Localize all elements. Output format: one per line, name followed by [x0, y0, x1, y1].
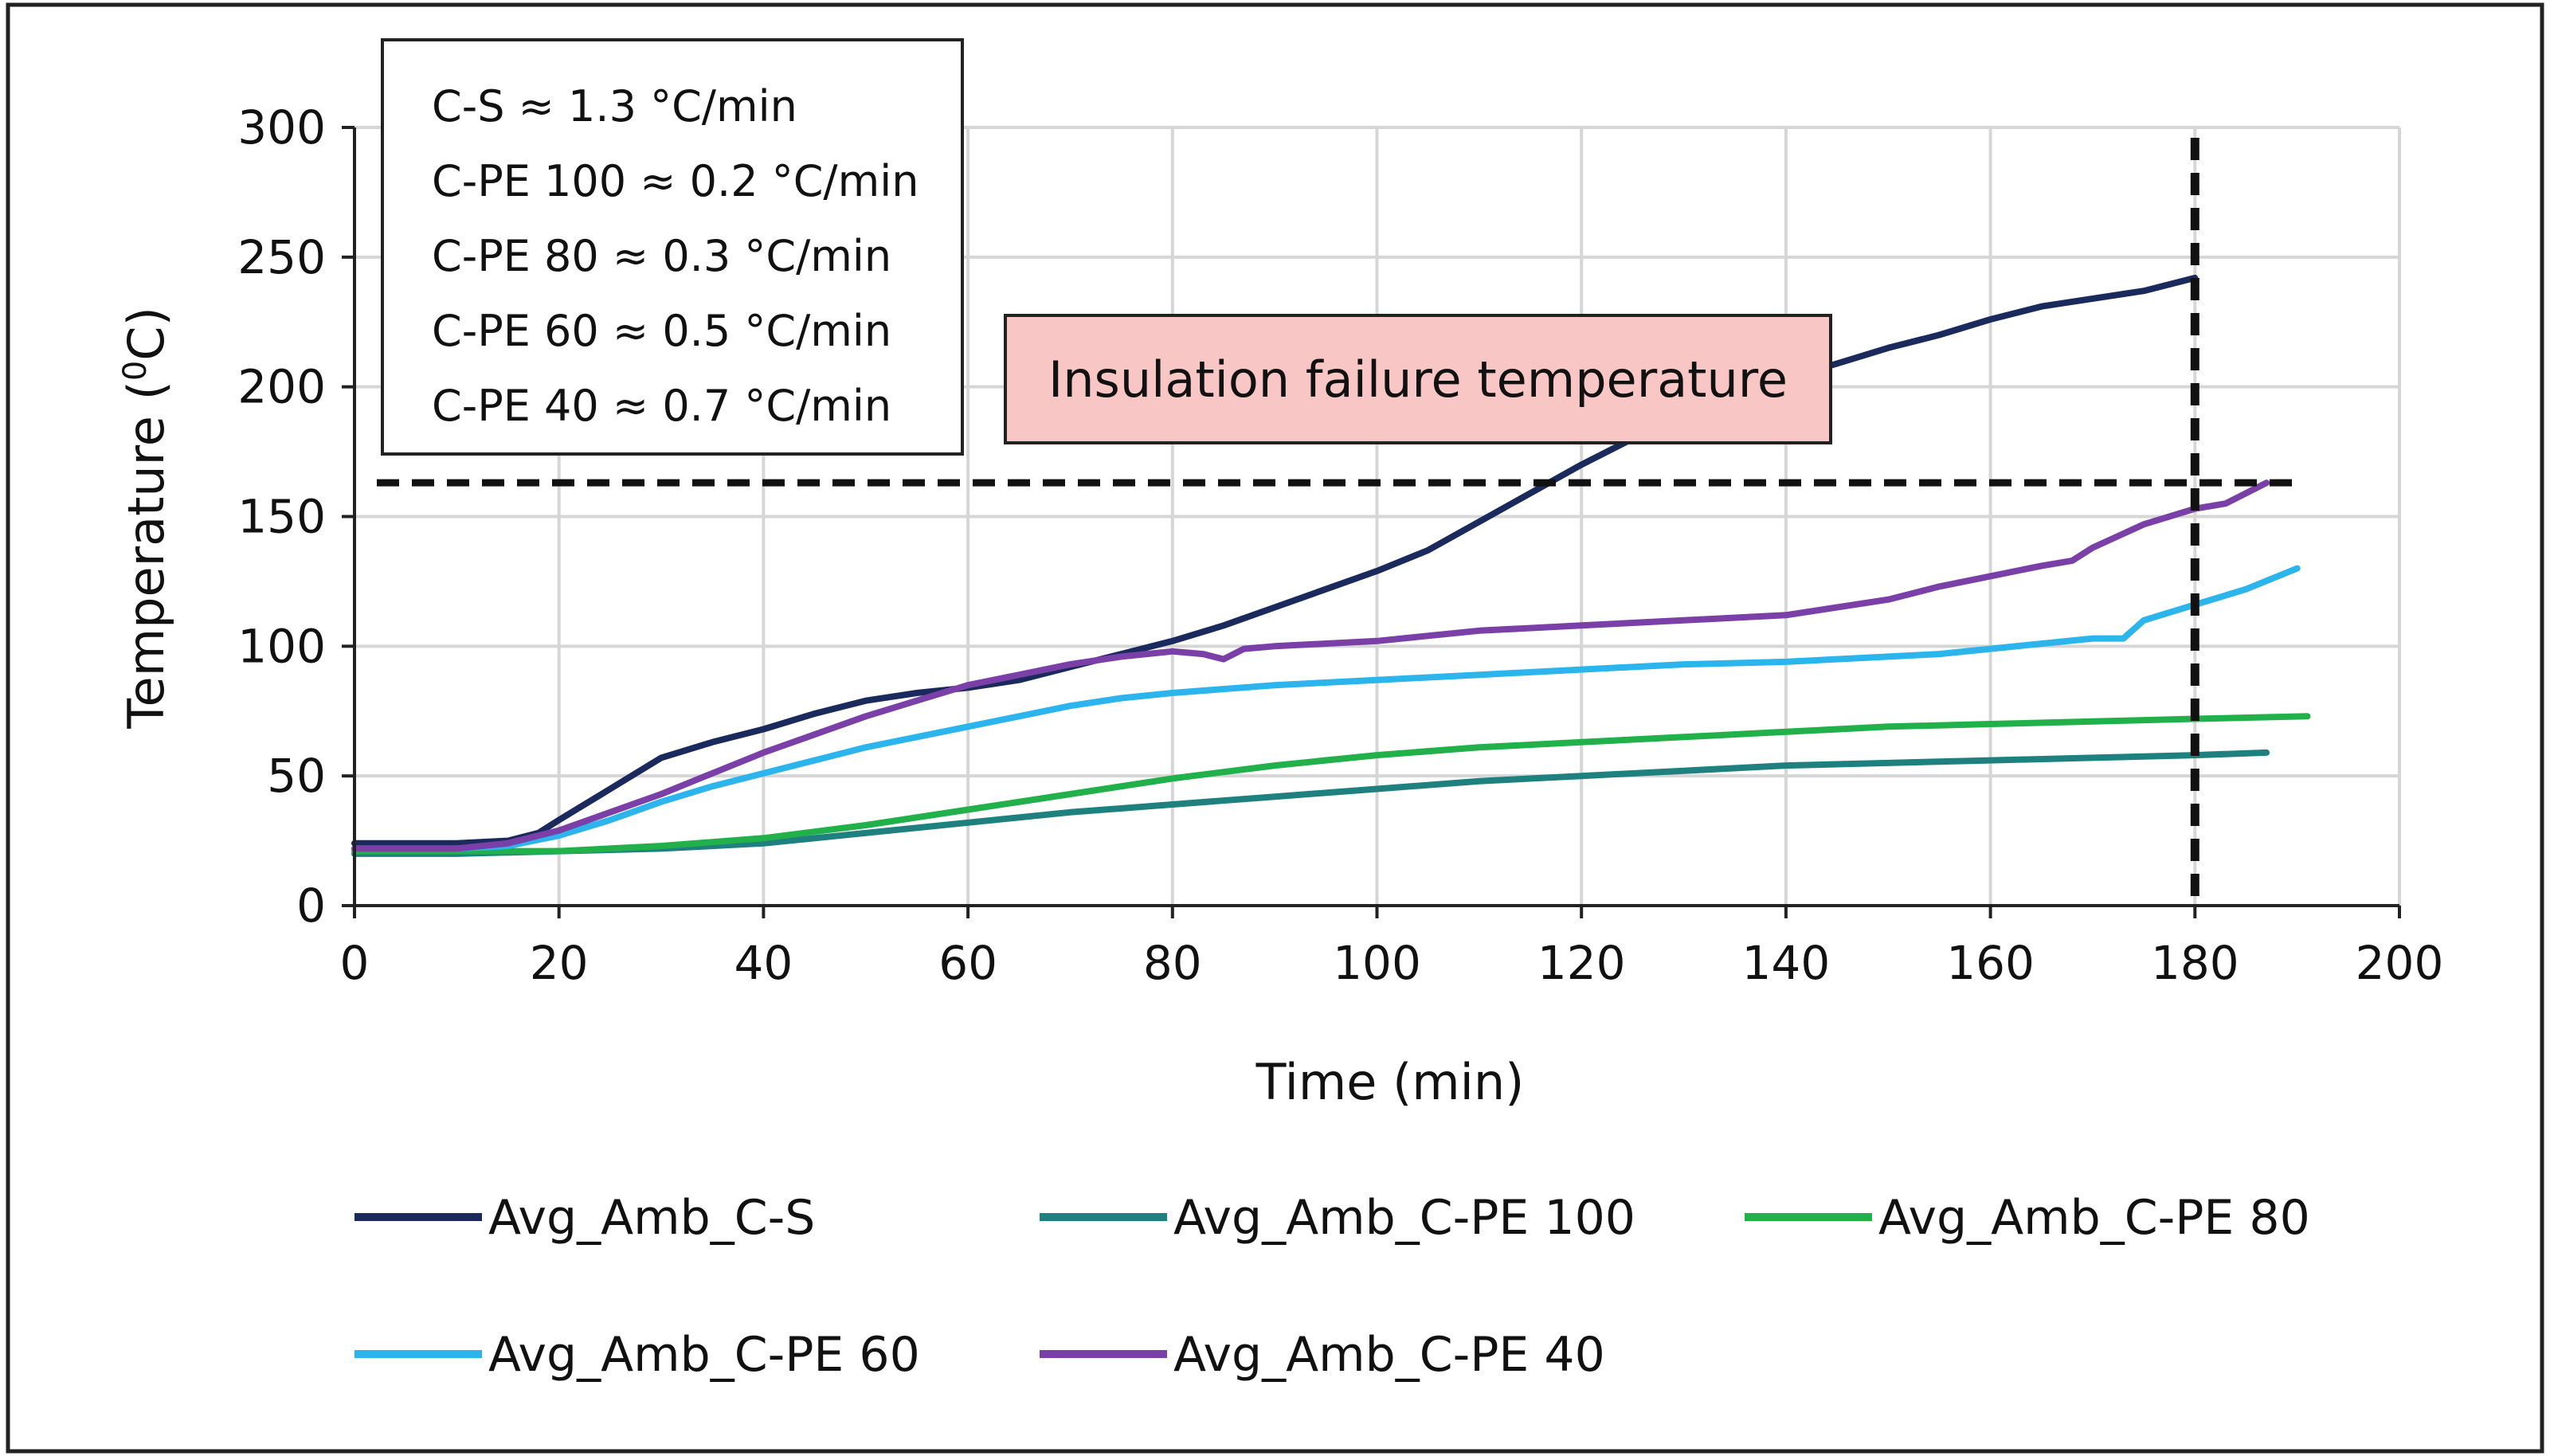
y-tick-label-300: 300: [237, 100, 326, 155]
failure-label-text: Insulation failure temperature: [1048, 350, 1788, 409]
failure-label-box: [1004, 314, 1832, 444]
rates-box-frame: [381, 38, 964, 456]
legend-item-avg-amb-c-s: Avg_Amb_C-S: [354, 1190, 815, 1246]
failure-temperature-annotation: Insulation failure temperature: [1004, 314, 1832, 444]
y-axis-label-suffix: C): [117, 307, 175, 360]
series-line-avg-amb-c-pe-60: [351, 565, 2301, 852]
y-axis-label-main: Temperature (: [117, 381, 175, 730]
x-tick-label-120: 120: [1537, 936, 1626, 990]
legend: Avg_Amb_C-S Avg_Amb_C-PE 100 Avg_Amb_C-PE …: [354, 1190, 2310, 1383]
x-tick-label-140: 140: [1742, 936, 1831, 990]
y-tick-label-250: 250: [237, 230, 326, 284]
x-tick-label-160: 160: [1946, 936, 2035, 990]
reference-lines: [377, 138, 2297, 906]
x-tick-label-80: 80: [1143, 936, 1202, 990]
rates-annotation-box: C-S ≈ 1.3 °C/min C-PE 100 ≈ 0.2 °C/min C…: [381, 38, 964, 456]
chart-border: [6, 2, 2544, 1454]
axes: 0 50 100 150 200 250 300 0 20 40 60 80 100 120 140 160 1…: [237, 100, 2443, 990]
legend-item-avg-amb-c-pe-80: Avg_Amb_C-PE 80: [1745, 1190, 2310, 1246]
series-layer: [351, 274, 2311, 857]
x-tick-label-60: 60: [938, 936, 997, 990]
y-tick-label-150: 150: [237, 490, 326, 544]
y-axis-label: Temperature (0C): [117, 307, 175, 730]
y-axis-label-superscript: 0: [117, 361, 154, 381]
x-axis-label: Time (min): [1255, 1053, 1525, 1111]
legend-label-avg-amb-c-pe-40: Avg_Amb_C-PE 40: [1173, 1327, 1605, 1383]
series-line-avg-amb-c-pe-40: [351, 479, 2270, 852]
legend-label-avg-amb-c-s: Avg_Amb_C-S: [488, 1190, 815, 1246]
legend-label-avg-amb-c-pe-60: Avg_Amb_C-PE 60: [488, 1327, 920, 1383]
series-line-avg-amb-c-pe-80: [351, 713, 2311, 855]
legend-item-avg-amb-c-pe-60: Avg_Amb_C-PE 60: [354, 1327, 920, 1383]
y-tick-label-200: 200: [237, 360, 326, 414]
legend-label-avg-amb-c-pe-100: Avg_Amb_C-PE 100: [1173, 1190, 1635, 1246]
y-tick-label-0: 0: [296, 879, 326, 933]
x-tick-label-180: 180: [2151, 936, 2239, 990]
x-tick-label-40: 40: [734, 936, 793, 990]
rate-label-c-s: C-S ≈ 1.3 °C/min: [432, 81, 797, 131]
x-tick-label-200: 200: [2356, 936, 2444, 990]
x-tick-label-0: 0: [340, 936, 370, 990]
legend-label-avg-amb-c-pe-80: Avg_Amb_C-PE 80: [1878, 1190, 2310, 1246]
legend-item-avg-amb-c-pe-40: Avg_Amb_C-PE 40: [1040, 1327, 1605, 1383]
grid-lines: [354, 126, 2401, 906]
rate-label-c-pe-40: C-PE 40 ≈ 0.7 °C/min: [432, 381, 891, 431]
legend-item-avg-amb-c-pe-100: Avg_Amb_C-PE 100: [1040, 1190, 1635, 1246]
rate-label-c-pe-100: C-PE 100 ≈ 0.2 °C/min: [432, 156, 919, 206]
rate-label-c-pe-60: C-PE 60 ≈ 0.5 °C/min: [432, 306, 891, 356]
rate-label-c-pe-80: C-PE 80 ≈ 0.3 °C/min: [432, 231, 891, 281]
y-tick-label-100: 100: [237, 619, 326, 673]
x-tick-label-100: 100: [1333, 936, 1421, 990]
series-line-avg-amb-c-s: [351, 274, 2199, 847]
x-tick-label-20: 20: [530, 936, 589, 990]
y-tick-label-50: 50: [267, 749, 326, 803]
